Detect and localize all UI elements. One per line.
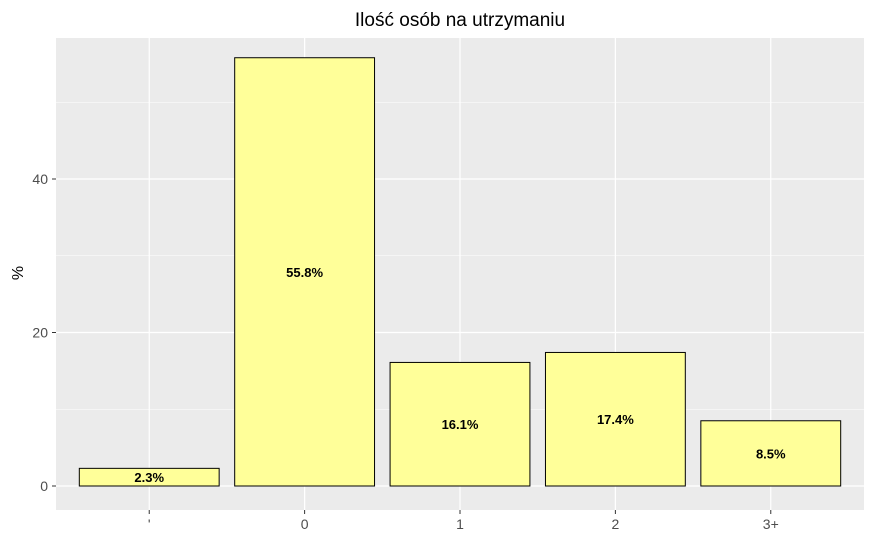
x-tick-label: 3+ [763, 516, 779, 532]
y-axis-title: % [10, 266, 27, 280]
bar [544, 351, 686, 487]
bar [78, 467, 220, 487]
bar-data-label: 55.8% [286, 265, 323, 280]
bar-data-label: 16.1% [442, 417, 479, 432]
bar-labels: 2.3% 55.8% 16.1% 17.4% 8.5% [134, 265, 786, 485]
bar [234, 57, 376, 487]
y-tick-label: 20 [32, 325, 48, 341]
bar-data-label: 2.3% [134, 470, 164, 485]
x-axis: ' 0 1 2 3+ [148, 510, 779, 532]
y-tick-label: 0 [40, 478, 48, 494]
bars [78, 57, 842, 487]
x-tick-label: 1 [456, 516, 464, 532]
bar [700, 420, 842, 487]
bar-data-label: 17.4% [597, 412, 634, 427]
x-tick-label: ' [148, 516, 151, 532]
x-tick-label: 2 [611, 516, 619, 532]
y-tick-label: 40 [32, 171, 48, 187]
x-tick-label: 0 [301, 516, 309, 532]
chart-title: Ilość osób na utrzymaniu [355, 10, 565, 31]
y-axis: 0 20 40 [32, 171, 56, 494]
bar [389, 361, 531, 487]
bar-data-label: 8.5% [756, 446, 786, 461]
